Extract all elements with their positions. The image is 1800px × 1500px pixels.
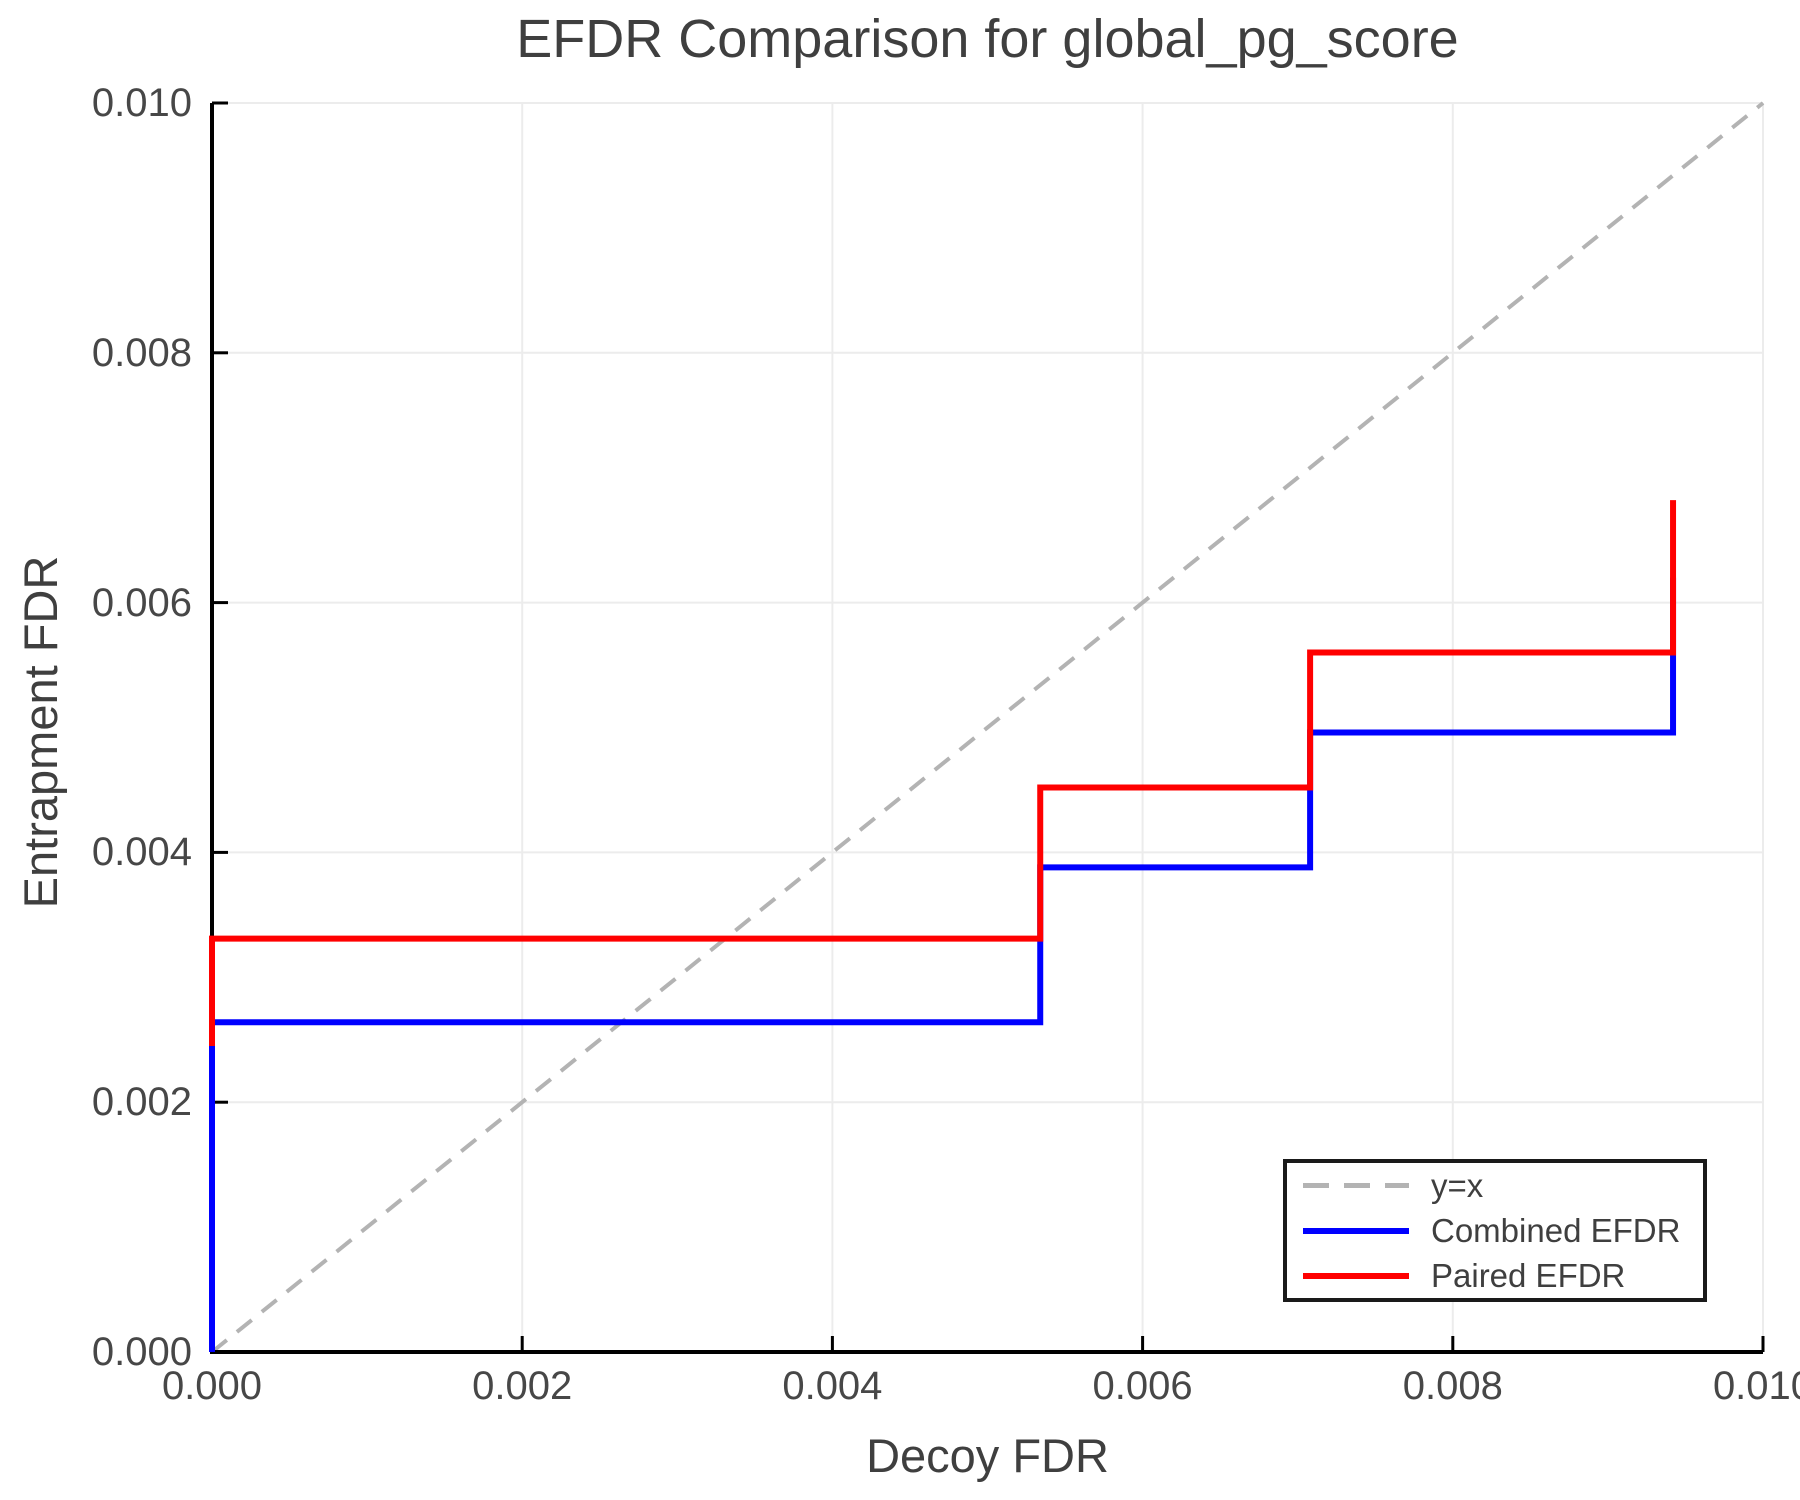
x-tick-label: 0.006 bbox=[1092, 1364, 1193, 1408]
y-tick-label: 0.004 bbox=[91, 830, 192, 875]
x-tick-label: 0.004 bbox=[782, 1364, 883, 1408]
legend-label: y=x bbox=[1431, 1166, 1484, 1204]
identity-line bbox=[210, 101, 1765, 1354]
chart-title: EFDR Comparison for global_pg_score bbox=[516, 9, 1459, 69]
legend-item-yx: y=x bbox=[1303, 1167, 1703, 1204]
blue-line-sample bbox=[1303, 1227, 1409, 1234]
x-tick-label: 0.010 bbox=[1712, 1364, 1800, 1408]
legend-item-paired-efdr: Paired EFDR bbox=[1303, 1257, 1703, 1294]
legend-label: Combined EFDR bbox=[1431, 1211, 1681, 1249]
y-tick-label: 0.000 bbox=[91, 1330, 192, 1374]
x-tick-label: 0.008 bbox=[1402, 1364, 1503, 1408]
series-combined-efdr bbox=[209, 577, 1677, 1352]
y-tick-label: 0.006 bbox=[91, 580, 192, 625]
red-line-sample bbox=[1303, 1272, 1409, 1279]
dashed-line-sample bbox=[1303, 1183, 1409, 1188]
legend-item-combined-efdr: Combined EFDR bbox=[1303, 1212, 1703, 1249]
legend-box: y=x Combined EFDR Paired EFDR bbox=[1283, 1159, 1707, 1302]
legend-label: Paired EFDR bbox=[1431, 1256, 1626, 1294]
x-tick-label: 0.002 bbox=[472, 1364, 573, 1408]
y-tick-label: 0.008 bbox=[91, 330, 192, 375]
y-tick-label: 0.010 bbox=[91, 81, 192, 125]
series-paired-efdr bbox=[209, 500, 1677, 1046]
x-tick-label: 0.000 bbox=[161, 1364, 263, 1408]
x-axis-label: Decoy FDR bbox=[866, 1429, 1109, 1482]
y-tick-label: 0.002 bbox=[91, 1080, 192, 1125]
